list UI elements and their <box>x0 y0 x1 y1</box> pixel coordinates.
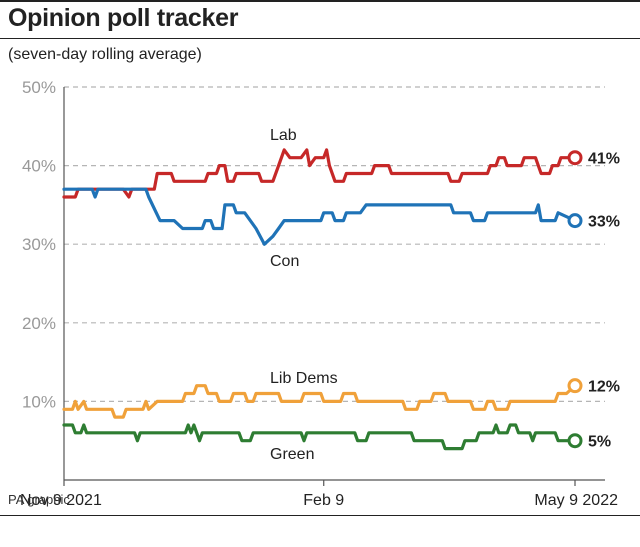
y-tick-label: 50% <box>22 78 56 97</box>
series-line-lab <box>62 148 577 199</box>
x-tick-label: Feb 9 <box>303 492 344 509</box>
series-name-label-lib-dems: Lib Dems <box>270 370 338 387</box>
series-value-label-green: 5% <box>588 434 611 451</box>
series-value-label-con: 33% <box>588 214 620 231</box>
label-layer: 41% Lab 33% Con 12% Lib Dems 5% Green <box>270 127 620 463</box>
y-tick-label: 10% <box>22 392 56 411</box>
credit-text: PA graphic <box>8 492 70 507</box>
series-value-label-lab: 41% <box>588 151 620 168</box>
series-name-label-green: Green <box>270 446 314 463</box>
series-value-label-lib-dems: 12% <box>588 379 620 396</box>
chart-title: Opinion poll tracker <box>8 4 239 32</box>
chart-subtitle: (seven-day rolling average) <box>8 46 202 63</box>
series-line-con <box>62 187 577 246</box>
series-end-marker-lab <box>567 150 583 166</box>
y-tick-label: 30% <box>22 235 56 254</box>
title-rule <box>0 38 640 39</box>
series-end-marker-lib-dems <box>567 378 583 394</box>
top-rule <box>0 0 640 2</box>
y-tick-label: 20% <box>22 314 56 333</box>
series-end-marker-green <box>567 433 583 449</box>
x-tick-label: Nov 9 2021 <box>20 492 102 509</box>
axis-layer: 50% 40% 30% 20% 10% Nov 9 2021 Feb 9 May 9 2022 <box>20 78 618 509</box>
series-name-label-con: Con <box>270 253 299 270</box>
series-layer <box>62 148 583 451</box>
y-tick-label: 40% <box>22 157 56 176</box>
x-tick-label: May 9 2022 <box>534 492 618 509</box>
series-line-green <box>62 423 577 451</box>
series-end-marker-con <box>567 213 583 229</box>
bottom-rule <box>0 515 640 516</box>
series-name-label-lab: Lab <box>270 127 297 144</box>
series-line-lib-dems <box>62 384 577 419</box>
grid-layer <box>64 86 605 402</box>
